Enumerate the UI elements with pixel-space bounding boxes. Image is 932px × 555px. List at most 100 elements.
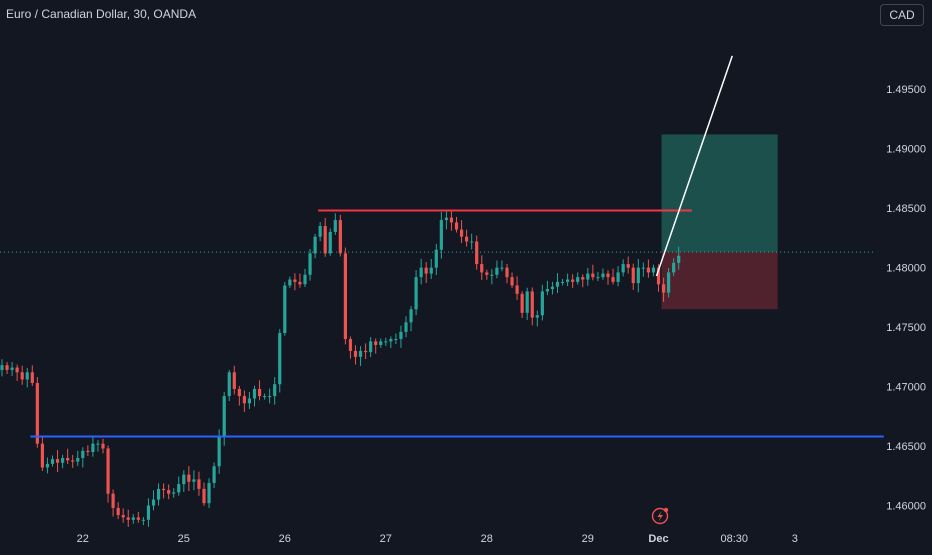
- candle: [338, 214, 342, 257]
- candle: [535, 310, 539, 327]
- candle: [237, 385, 241, 406]
- projection-line[interactable]: [655, 55, 733, 277]
- candle-body: [207, 482, 211, 504]
- candle: [10, 362, 14, 376]
- candle: [141, 517, 145, 526]
- price-tick-label: 1.47500: [886, 322, 926, 334]
- candle-body: [35, 383, 39, 444]
- candle-body: [66, 457, 70, 461]
- candle: [439, 212, 443, 259]
- candle-body: [76, 457, 80, 462]
- candle-body: [449, 217, 454, 223]
- candle: [91, 437, 95, 457]
- candle: [540, 284, 544, 321]
- target-zone[interactable]: [661, 134, 778, 253]
- candle: [525, 287, 529, 320]
- candle: [449, 210, 454, 231]
- candle-body: [505, 267, 509, 278]
- candle-body: [25, 372, 29, 380]
- candle-body: [237, 388, 241, 397]
- candle-body: [96, 443, 100, 445]
- candle: [86, 445, 90, 457]
- candle: [232, 365, 236, 395]
- candle: [470, 233, 474, 250]
- candle: [106, 445, 110, 503]
- candle: [50, 455, 55, 467]
- candle-body: [353, 350, 358, 357]
- candle: [636, 258, 640, 293]
- candle: [71, 454, 75, 468]
- candle-body: [636, 267, 640, 284]
- candle-body: [495, 267, 499, 275]
- candle-body: [641, 267, 645, 269]
- candle-body: [252, 388, 257, 399]
- candle-body: [187, 474, 191, 482]
- candle: [136, 511, 140, 523]
- candle-body: [399, 331, 403, 340]
- candle: [20, 365, 24, 385]
- candle-body: [596, 277, 600, 279]
- candle: [25, 367, 29, 388]
- stop-zone[interactable]: [661, 252, 778, 310]
- candle: [444, 211, 448, 230]
- candle-body: [116, 507, 120, 516]
- candle: [419, 258, 423, 285]
- price-tick-label: 1.48500: [886, 203, 926, 215]
- time-tick-label: 22: [77, 533, 89, 545]
- candle-body: [369, 341, 373, 353]
- candle-body: [162, 488, 166, 491]
- candle-body: [586, 273, 590, 280]
- candle-body: [500, 267, 504, 269]
- candle-body: [111, 493, 115, 508]
- candle: [389, 336, 393, 349]
- position-zones: [661, 134, 778, 310]
- candle-body: [141, 519, 145, 521]
- candle: [212, 462, 216, 489]
- candle: [207, 478, 211, 509]
- currency-button[interactable]: CAD: [880, 4, 924, 26]
- candle-body: [106, 448, 110, 494]
- candle: [283, 281, 287, 336]
- time-tick-label: 28: [481, 533, 493, 545]
- candle-body: [535, 315, 539, 318]
- candle: [45, 457, 50, 474]
- candle: [560, 278, 565, 286]
- candle: [414, 270, 418, 316]
- candle-body: [0, 365, 4, 370]
- candle-body: [212, 466, 216, 483]
- candle-body: [646, 267, 650, 273]
- candle: [146, 498, 151, 527]
- candle: [257, 380, 262, 401]
- candle: [485, 269, 489, 280]
- candle-body: [30, 372, 34, 384]
- candle: [641, 262, 645, 277]
- time-tick-label: 3: [792, 533, 798, 545]
- candle-body: [91, 443, 95, 453]
- candle: [40, 436, 44, 471]
- candle-body: [288, 279, 292, 286]
- candle: [510, 272, 514, 289]
- candle-body: [20, 372, 24, 380]
- candle-body: [606, 273, 610, 278]
- lightning-icon[interactable]: [651, 507, 669, 525]
- candle-body: [480, 264, 484, 273]
- candle-body: [333, 220, 337, 232]
- candle: [288, 276, 292, 289]
- candle: [379, 338, 383, 348]
- candle-body: [172, 492, 176, 494]
- candle: [550, 281, 555, 295]
- candle: [459, 220, 464, 244]
- candle: [167, 484, 171, 500]
- candle: [621, 259, 625, 277]
- candle: [429, 258, 433, 279]
- candle-body: [5, 365, 9, 370]
- candle-body: [550, 286, 555, 290]
- candle-body: [50, 459, 55, 464]
- candle: [227, 369, 231, 402]
- lightning-icon-ring: [651, 507, 669, 525]
- candle-body: [358, 350, 363, 357]
- candle-body: [394, 339, 398, 341]
- candle-body: [384, 341, 388, 343]
